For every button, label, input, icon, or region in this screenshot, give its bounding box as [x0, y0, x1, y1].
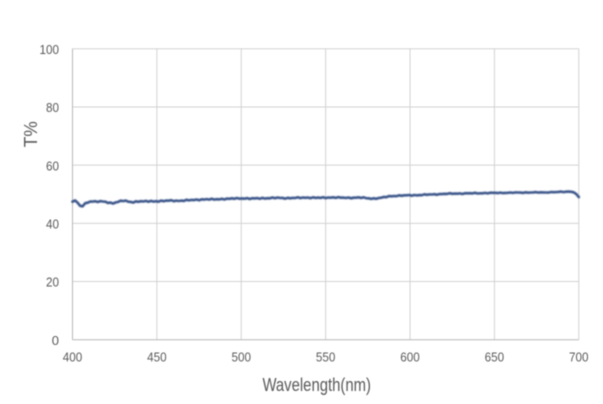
svg-text:100: 100 [40, 42, 60, 57]
svg-text:550: 550 [316, 350, 336, 365]
svg-text:Wavelength(nm): Wavelength(nm) [262, 375, 371, 395]
svg-text:80: 80 [46, 100, 59, 115]
svg-text:500: 500 [232, 350, 252, 365]
svg-text:400: 400 [63, 350, 83, 365]
svg-text:0: 0 [52, 333, 59, 348]
svg-text:450: 450 [147, 350, 167, 365]
svg-text:600: 600 [400, 350, 420, 365]
svg-text:T%: T% [21, 121, 41, 147]
svg-text:650: 650 [485, 350, 505, 365]
svg-text:700: 700 [569, 350, 589, 365]
svg-text:60: 60 [46, 158, 59, 173]
svg-text:20: 20 [46, 275, 59, 290]
svg-text:40: 40 [46, 217, 59, 232]
